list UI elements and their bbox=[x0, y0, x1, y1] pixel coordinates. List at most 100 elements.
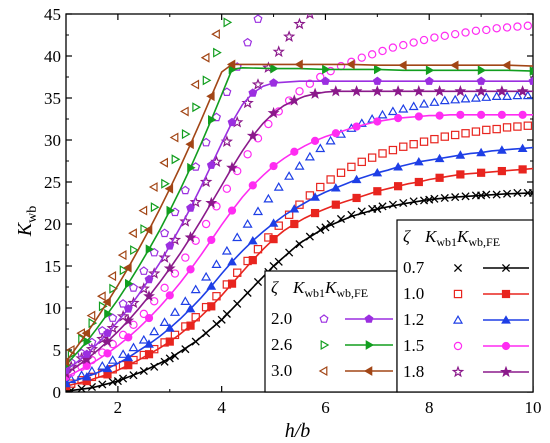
legend-label: 1.5 bbox=[403, 336, 424, 355]
wb1-point bbox=[191, 337, 200, 346]
fe-point bbox=[186, 321, 195, 330]
fe-point bbox=[456, 110, 465, 119]
fe-point bbox=[206, 281, 217, 290]
wb1-point bbox=[160, 228, 170, 238]
wb1-point bbox=[118, 360, 128, 370]
wb1-point bbox=[139, 309, 149, 319]
fe-point bbox=[455, 150, 466, 159]
y-tick-label: 25 bbox=[44, 173, 61, 192]
legend-col-header: Kwb1Kwb,FE bbox=[292, 278, 368, 300]
wb1-point bbox=[253, 245, 263, 254]
fe-point bbox=[322, 64, 331, 75]
y-tick-label: 20 bbox=[44, 215, 61, 234]
fe-line-1.2 bbox=[66, 146, 533, 385]
wb1-point bbox=[502, 189, 512, 198]
x-tick-label: 2 bbox=[114, 398, 123, 417]
wb1-point bbox=[213, 47, 222, 58]
fe-point bbox=[450, 60, 459, 71]
fe-point bbox=[165, 241, 175, 250]
fe-line-2.0 bbox=[66, 80, 533, 371]
wb1-point bbox=[440, 132, 449, 141]
fe-point bbox=[477, 65, 487, 76]
fe-point bbox=[104, 309, 113, 319]
fe-point bbox=[372, 76, 382, 85]
wb1-point-b bbox=[212, 319, 221, 329]
wb1-point bbox=[233, 299, 242, 308]
wb1-point bbox=[190, 79, 200, 90]
fe-point bbox=[123, 262, 132, 273]
wb1-point bbox=[107, 271, 117, 282]
legend-wb1-marker bbox=[453, 289, 463, 299]
fe-point bbox=[144, 274, 154, 284]
wb1-point bbox=[170, 269, 180, 278]
legend-label: 2.6 bbox=[271, 335, 292, 354]
wb1-point-b bbox=[68, 386, 76, 392]
fe-point bbox=[477, 110, 486, 119]
fe-point bbox=[289, 204, 300, 213]
wb1-point bbox=[192, 102, 202, 113]
wb1-point bbox=[160, 338, 169, 347]
fe-point bbox=[456, 170, 465, 179]
fe-point bbox=[350, 85, 363, 97]
wb1-point bbox=[200, 52, 210, 63]
fe-point bbox=[321, 76, 330, 85]
wb1-point bbox=[295, 240, 304, 249]
wb1-point bbox=[367, 50, 377, 59]
y-axis-label: Kwb bbox=[14, 206, 40, 237]
wb1-point bbox=[85, 342, 99, 355]
fe-point bbox=[227, 256, 237, 266]
wb1-point bbox=[419, 137, 429, 146]
wb1-point-b bbox=[409, 197, 418, 206]
wb1-point bbox=[492, 24, 501, 33]
fe-point bbox=[501, 60, 511, 71]
fe-point-b bbox=[321, 223, 330, 232]
fe-point bbox=[208, 115, 217, 125]
wb1-point bbox=[492, 124, 501, 134]
wb1-point bbox=[160, 283, 169, 293]
wb1-point bbox=[408, 101, 419, 111]
wb1-point bbox=[97, 325, 107, 335]
wb1-point bbox=[502, 123, 512, 132]
wb1-point bbox=[451, 193, 460, 202]
fe-point bbox=[517, 143, 528, 152]
wb1-point-b bbox=[222, 309, 231, 318]
wb1-point-b bbox=[378, 202, 387, 211]
fe-point bbox=[351, 174, 362, 184]
wb1-point bbox=[222, 184, 232, 193]
wb1-point bbox=[356, 118, 367, 127]
fe-point bbox=[371, 85, 384, 97]
x-tick-label: 4 bbox=[217, 398, 226, 417]
fe-point bbox=[352, 193, 361, 203]
wb1-point bbox=[378, 202, 387, 211]
wb1-point bbox=[243, 288, 252, 297]
wb1-point bbox=[523, 121, 533, 130]
y-axis-label-sub: wb bbox=[25, 206, 40, 223]
wb1-point bbox=[181, 345, 190, 354]
fe-point bbox=[310, 192, 320, 201]
wb1-point bbox=[368, 204, 377, 213]
fe-point bbox=[226, 161, 238, 173]
wb1-point bbox=[96, 291, 106, 302]
series-2.6 bbox=[66, 17, 533, 369]
wb1-point bbox=[117, 250, 127, 261]
wb1-point bbox=[107, 355, 118, 364]
legend-fe-marker bbox=[363, 366, 373, 376]
fe-point bbox=[435, 111, 444, 120]
wb1-point bbox=[450, 29, 460, 39]
fe-point bbox=[227, 279, 237, 288]
fe-point bbox=[373, 187, 382, 196]
wb1-point bbox=[119, 374, 128, 383]
wb1-point bbox=[242, 219, 253, 228]
wb1-point bbox=[388, 145, 398, 155]
wb1-point-b bbox=[399, 198, 408, 208]
fe-point bbox=[516, 85, 529, 97]
fe-point bbox=[207, 302, 216, 311]
wb1-point bbox=[150, 344, 159, 354]
fe-point bbox=[163, 262, 176, 274]
wb1-point bbox=[523, 188, 532, 197]
wb1-point-b bbox=[285, 248, 294, 257]
wb1-point bbox=[243, 256, 252, 266]
wb1-point-b bbox=[160, 357, 169, 366]
wb1-point bbox=[481, 92, 492, 101]
wb1-point bbox=[148, 182, 158, 193]
